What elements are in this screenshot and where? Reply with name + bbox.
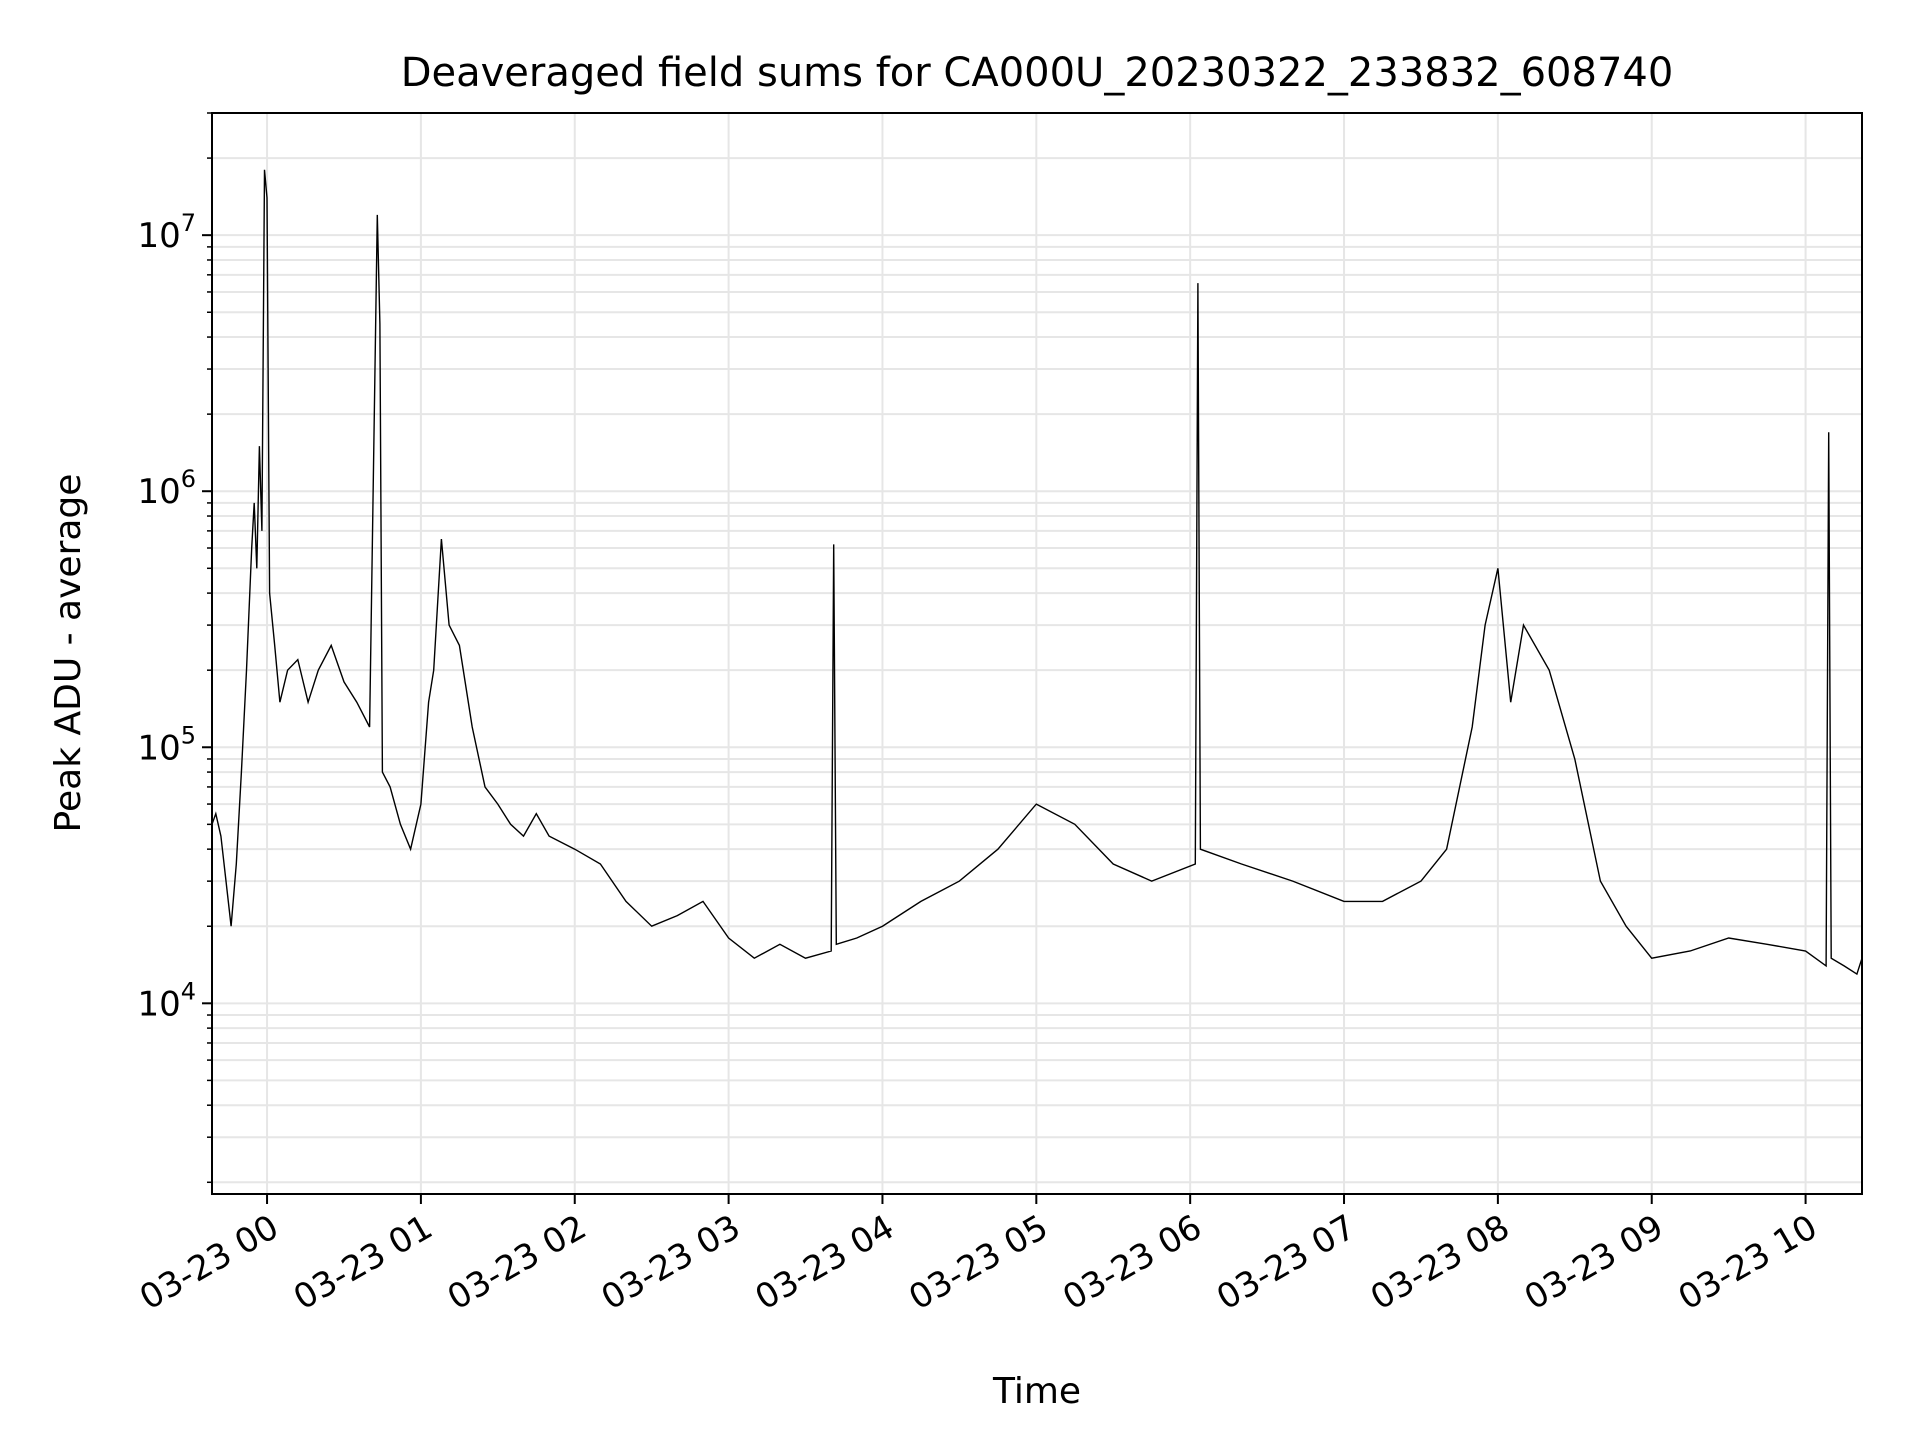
y-tick-label: 107 xyxy=(137,209,196,256)
grid xyxy=(212,112,1862,1194)
x-axis-label: Time xyxy=(992,1371,1081,1412)
y-axis: 104 105 106 107 xyxy=(137,112,212,1184)
y-tick-label: 104 xyxy=(137,977,196,1024)
y-tick-label: 105 xyxy=(137,721,196,768)
y-axis-label: Peak ADU - average xyxy=(48,474,89,833)
chart-title: Deaveraged field sums for CA000U_2023032… xyxy=(401,50,1674,96)
y-tick-label: 106 xyxy=(137,465,196,512)
series-line-group xyxy=(211,169,1863,976)
series-line xyxy=(211,169,1863,976)
